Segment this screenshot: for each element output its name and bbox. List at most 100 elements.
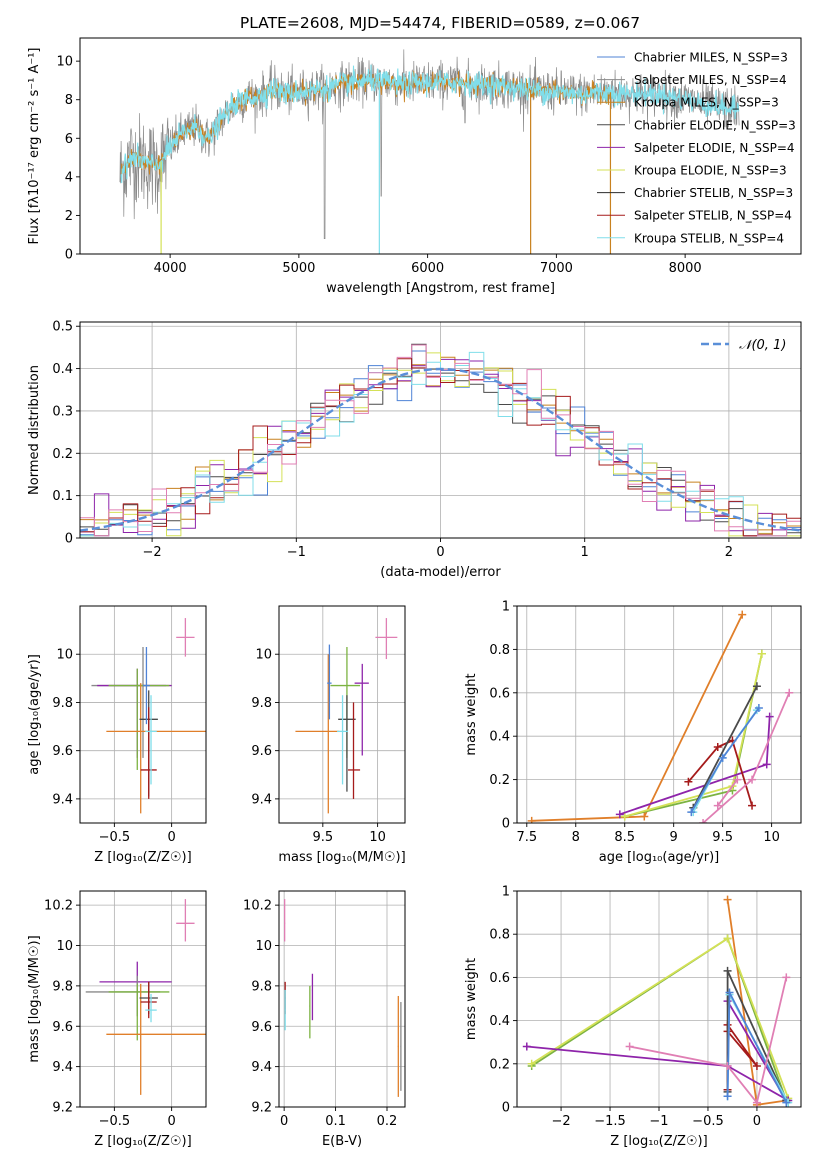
x-tick-label: 9: [670, 830, 678, 845]
axes-frame: [516, 605, 802, 824]
y-tick-label: 0: [65, 532, 73, 547]
errorbar-point: [176, 618, 195, 657]
legend-entry: 𝒩(0, 1): [739, 338, 786, 353]
y-tick-label: 4: [65, 170, 73, 185]
series-line: [624, 653, 763, 818]
x-tick-label: −1.5: [594, 1114, 626, 1129]
x-tick-label: 0: [436, 545, 444, 560]
panel-weight_vs_age: 7.5 8 8.5 9 9.5 10 0 0.2 0.4 0.6 0.8 1 age [log₁₀(ag…: [464, 600, 802, 865]
x-tick-label: 10: [369, 830, 386, 845]
plot-area: [91, 618, 206, 814]
x-axis-label: Z [log₁₀(Z/Z☉)]: [94, 850, 191, 865]
y-tick-label: 0.6: [489, 686, 510, 701]
x-tick-label: 5000: [282, 261, 315, 276]
y-tick-label: 9.4: [52, 792, 73, 807]
y-tick-label: 9.4: [251, 1060, 272, 1075]
errorbar-point: [348, 702, 361, 799]
series-line: [629, 977, 788, 1105]
x-tick-label: 0: [167, 1114, 175, 1129]
y-tick-label: 6: [65, 132, 73, 147]
y-tick-label: 0.2: [489, 1057, 510, 1072]
y-tick-label: 9.8: [52, 696, 73, 711]
x-tick-label: 0: [280, 1114, 288, 1129]
errorbar-point: [99, 961, 172, 1017]
axes-frame: [79, 890, 207, 1108]
series-marker: [733, 775, 742, 784]
x-axis-label: Z [log₁₀(Z/Z☉)]: [94, 1134, 191, 1149]
x-tick-label: −0.5: [99, 1114, 131, 1129]
x-tick-label: −2: [551, 1114, 570, 1129]
y-tick-label: 0: [65, 248, 73, 263]
series-line: [531, 614, 744, 822]
histogram-series: [80, 343, 801, 537]
series-marker: [522, 1042, 531, 1051]
y-tick-label: 9.6: [251, 744, 272, 759]
axes-frame: [79, 605, 207, 824]
x-tick-label: 7.5: [516, 830, 537, 845]
series-marker: [752, 1061, 761, 1070]
x-tick-label: −1: [287, 545, 306, 560]
series-line: [687, 739, 753, 806]
y-tick-label: 9.8: [52, 979, 73, 994]
errorbar-point: [375, 618, 398, 660]
y-tick-label: 9.8: [251, 696, 272, 711]
series-marker: [765, 712, 774, 721]
y-tick-label: 10: [56, 648, 73, 663]
legend-entry: Kroupa MILES, N_SSP=3: [634, 96, 779, 110]
y-tick-label: 9.4: [251, 792, 272, 807]
y-tick-label: 0: [502, 817, 510, 832]
panel-age_vs_Z: −0.5 0 9.4 9.6 9.8 10 Z [log₁₀(Z/Z☉)] age [log₁…: [27, 605, 207, 865]
errorbar-point: [145, 695, 157, 785]
x-tick-label: 0: [167, 830, 175, 845]
x-tick-label: 0.2: [377, 1114, 398, 1129]
y-tick-label: 9.6: [52, 744, 73, 759]
series-marker: [782, 1098, 791, 1107]
x-tick-label: −1: [649, 1114, 668, 1129]
y-tick-label: 0.1: [52, 489, 73, 504]
legend-entry: Kroupa STELIB, N_SSP=4: [634, 231, 784, 245]
x-tick-label: 9.5: [312, 830, 333, 845]
x-tick-label: −0.5: [99, 830, 131, 845]
x-tick-label: 0.1: [325, 1114, 346, 1129]
series-marker: [725, 988, 734, 997]
errorbar-point: [311, 973, 314, 1021]
y-axis-label: Flux [fλ10⁻¹⁷ erg cm⁻² s⁻¹ A⁻¹]: [27, 48, 42, 245]
series-marker: [785, 688, 794, 697]
panel-spectrum: 4000 5000 6000 7000 8000 0 2 4 6 8 10 wavelength [A…: [27, 37, 802, 296]
y-tick-label: 9.2: [52, 1101, 73, 1116]
errorbar-point: [338, 695, 356, 792]
y-tick-label: 9.6: [251, 1020, 272, 1035]
legend-entry: Salpeter ELODIE, N_SSP=4: [634, 141, 795, 155]
series-marker: [782, 973, 791, 982]
series-marker: [625, 1042, 634, 1051]
errorbar-point: [140, 707, 157, 799]
series-marker: [620, 812, 629, 821]
axes-frame: [79, 37, 802, 255]
x-tick-label: 6000: [411, 261, 444, 276]
series-line: [692, 685, 758, 809]
gaussian-curve: [80, 367, 801, 532]
x-tick-label: 2: [725, 545, 733, 560]
axes-frame: [278, 605, 406, 824]
series-line: [624, 653, 763, 818]
x-tick-label: −0.5: [692, 1114, 724, 1129]
panel-weight_vs_Z: −2 −1.5 −1 −0.5 0 0 0.2 0.4 0.6 0.8 1 Z [log₁₀(Z/Z☉…: [464, 885, 802, 1149]
legend-entry: Chabrier ELODIE, N_SSP=3: [634, 118, 796, 132]
y-tick-label: 0.4: [489, 730, 510, 745]
x-tick-label: 0: [753, 1114, 761, 1129]
series-marker: [699, 819, 708, 823]
series-marker: [748, 775, 757, 784]
y-tick-label: 1: [502, 885, 510, 900]
x-tick-label: 8: [572, 830, 580, 845]
x-tick-label: 8.5: [614, 830, 635, 845]
errorbar-point: [400, 1002, 402, 1091]
y-tick-label: 2: [65, 209, 73, 224]
plot-area: [522, 895, 793, 1107]
series-marker: [752, 682, 761, 691]
y-tick-label: 0.8: [489, 643, 510, 658]
x-tick-label: 10: [763, 830, 780, 845]
x-axis-label: Z [log₁₀(Z/Z☉)]: [610, 1134, 707, 1149]
plot-area: [85, 899, 206, 1095]
y-axis-label: mass weight: [464, 958, 479, 1040]
x-axis-label: wavelength [Angstrom, rest frame]: [326, 281, 555, 296]
